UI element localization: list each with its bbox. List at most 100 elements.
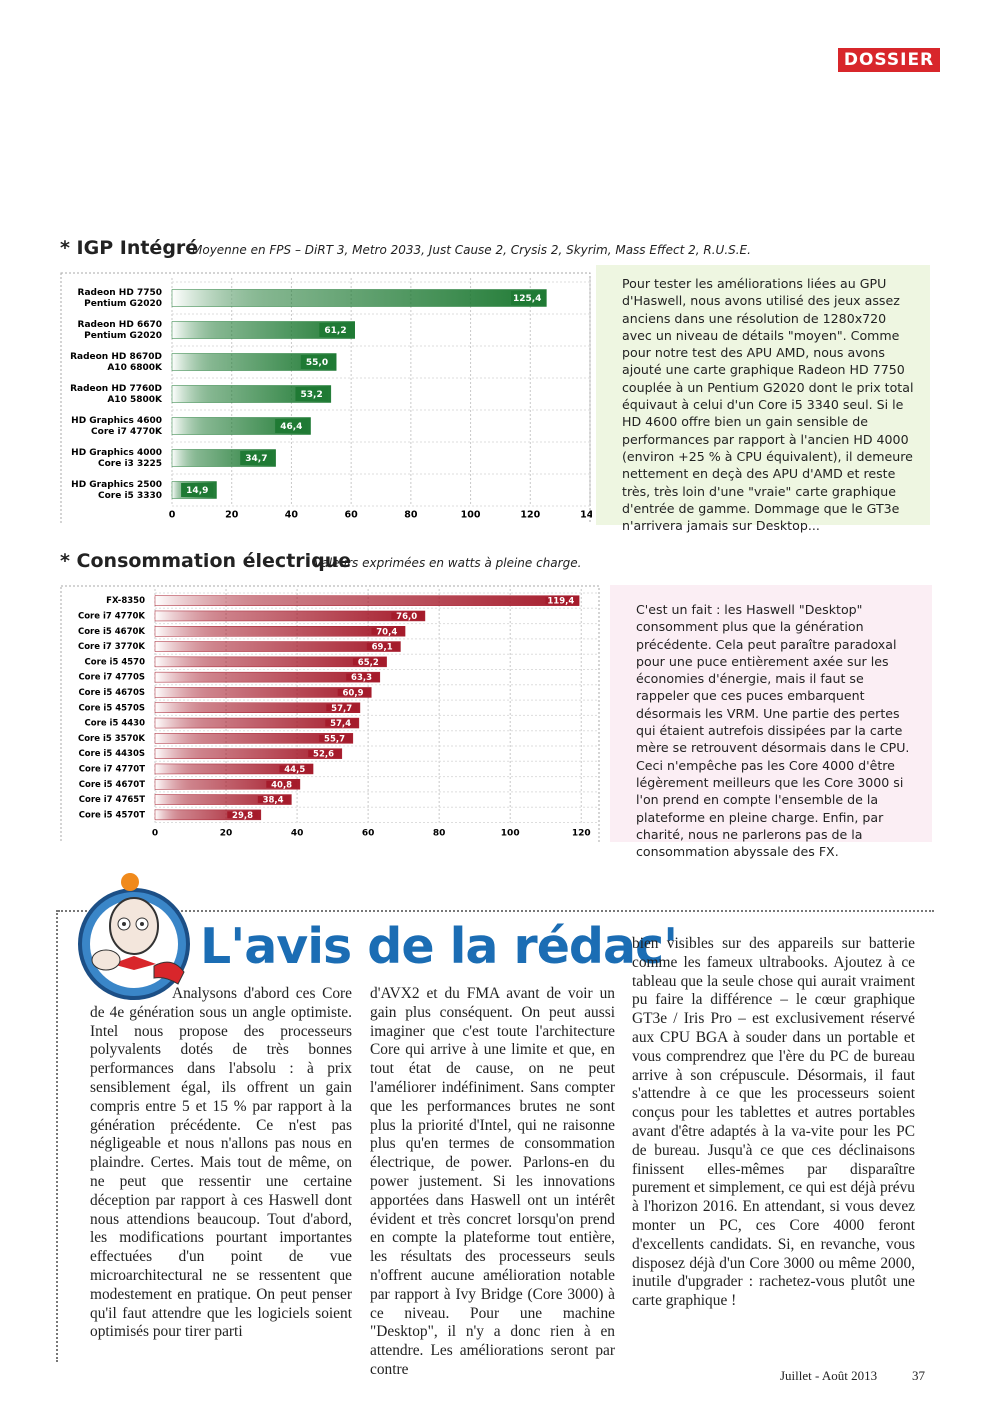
value-label: 55,7 [324,734,345,744]
article-title: L'avis de la rédac' [200,918,678,975]
x-tick-label: 40 [285,510,299,521]
value-label-box [511,291,544,305]
chart-subtitle: Moyenne en FPS – DiRT 3, Metro 2033, Jus… [192,243,751,257]
value-label: 70,4 [376,627,397,637]
x-tick-label: 100 [461,510,481,521]
value-label: 14,9 [186,486,208,496]
x-tick-label: 40 [291,829,304,839]
value-label: 125,4 [513,294,541,304]
y-tick-label: Pentium G2020 [84,299,162,309]
x-tick-label: 120 [572,829,591,839]
y-tick-label: Core i5 4670T [79,780,145,790]
x-tick-label: 60 [345,510,359,521]
chart-subtitle: Valeurs exprimées en watts à pleine char… [314,556,582,570]
value-label: 61,2 [324,326,346,336]
y-tick-label: Radeon HD 6670 [78,320,162,330]
x-tick-label: 20 [225,510,239,521]
bar [154,687,372,698]
bar [154,595,580,606]
bar [154,779,301,790]
value-label-box [352,658,384,666]
value-label: 44,5 [284,765,305,775]
bar [154,733,354,744]
value-label: 57,4 [330,719,351,729]
value-label: 29,8 [232,811,253,821]
value-label-box [300,355,334,369]
value-label: 46,4 [280,422,302,432]
bar [171,353,337,371]
value-label-box [308,750,339,758]
y-tick-label: Core i7 4770T [79,764,145,774]
y-tick-label: Core i5 3330 [98,491,162,501]
y-tick-label: HD Graphics 4600 [71,416,162,426]
y-tick-label: A10 5800K [107,395,163,405]
value-label: 55,0 [306,358,328,368]
value-label-box [227,811,258,819]
frame [60,585,600,843]
x-tick-label: 140 [580,510,592,521]
y-tick-label: Core i7 3770K [78,642,145,652]
value-label: 69,1 [372,643,393,653]
value-label-box [295,387,328,401]
article-column: Analysons d'abord ces Core de 4e générat… [90,985,352,1341]
value-label-box [391,612,422,620]
value-label-box [319,323,352,337]
value-label-box [337,688,369,696]
value-label: 119,4 [547,597,574,607]
chart-title: * IGP Intégré [60,237,199,259]
section-tag: DOSSIER [838,48,940,72]
bar [171,289,547,307]
value-label-box [257,796,289,804]
value-label-box [545,597,577,605]
chart: 0 20 40 60 80 100 120 FX-8350 119,4 Core i7 4770K… [60,585,600,843]
chart: 020406080100120140Radeon HD 7750Pentium … [60,272,592,524]
y-tick-label: HD Graphics 2500 [71,480,162,490]
y-tick-label: Core i5 4570T [79,810,145,820]
bar [154,610,426,622]
y-tick-label: Radeon HD 7750 [78,288,162,298]
y-tick-label: Core i3 3225 [98,459,162,469]
bar [154,671,381,683]
value-label-box [266,780,297,788]
y-tick-label: Core i7 4770K [78,611,145,621]
chart-title: * Consommation électrique [60,550,352,572]
bar [171,385,332,403]
separator [56,910,58,1362]
y-tick-label: Radeon HD 8670D [70,352,162,362]
x-tick-label: 20 [220,829,233,839]
value-label-box [325,719,356,727]
bar [154,794,292,805]
footer-issue: Juillet - Août 2013 [780,1368,878,1383]
value-label: 40,8 [271,780,292,790]
separator [58,910,934,912]
value-label: 53,2 [301,390,323,400]
x-tick-label: 0 [152,829,158,839]
value-label: 38,4 [263,796,284,806]
y-tick-label: Core i5 4670S [78,688,145,698]
x-tick-label: 120 [520,510,540,521]
value-label: 60,9 [343,688,364,698]
y-tick-label: Core i7 4765T [79,795,145,805]
value-label: 65,2 [358,658,379,668]
bar [154,656,387,668]
bar [154,641,401,652]
y-tick-label: Core i5 3570K [78,734,145,744]
value-label-box [371,627,403,635]
value-label-box [366,643,398,651]
y-tick-label: Core i7 4770K [91,427,163,437]
value-label-box [326,704,357,712]
y-tick-label: Core i7 4770S [78,673,145,683]
x-tick-label: 80 [404,510,418,521]
value-label-box [279,765,311,773]
value-label-box [275,419,308,433]
sidebar-text: C'est un fait : les Haswell "Desktop" co… [610,585,932,859]
page-number: 37 [912,1368,925,1383]
y-tick-label: HD Graphics 4000 [71,448,162,458]
article-column: bien visibles sur des appareils sur batt… [632,935,915,1310]
y-tick-label: Core i5 4570S [78,703,145,713]
y-tick-label: A10 6800K [107,363,163,373]
value-label-box [240,451,273,465]
article-column: d'AVX2 et du FMA avant de voir un gain p… [370,985,615,1378]
y-tick-label: FX-8350 [106,596,145,606]
